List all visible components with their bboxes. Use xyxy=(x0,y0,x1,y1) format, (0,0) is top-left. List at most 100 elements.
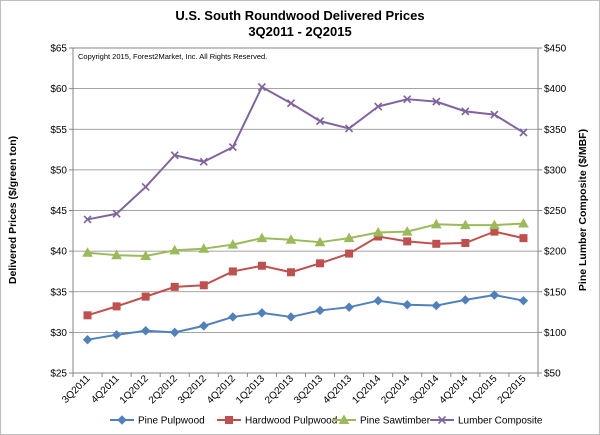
pine-sawtimber-point xyxy=(430,218,442,229)
x-tick-label: 2Q2015 xyxy=(496,373,529,406)
left-tick-label: $65 xyxy=(50,44,67,55)
lumber-composite-point xyxy=(432,97,441,106)
series-hardwood-pulpwood xyxy=(83,227,528,320)
left-tick-label: $40 xyxy=(50,247,67,258)
lumber-composite-point xyxy=(286,99,296,108)
x-tick-label: 1Q2013 xyxy=(234,373,267,406)
x-tick-label: 1Q2014 xyxy=(350,373,383,406)
pine-pulpwood-point xyxy=(286,312,296,322)
y-axis-label: Delivered Prices ($/green ton) xyxy=(7,136,19,284)
left-tick-label: $45 xyxy=(50,206,67,217)
pine-pulpwood-point xyxy=(228,312,238,322)
pine-sawtimber-point xyxy=(285,234,297,244)
pine-sawtimber-point xyxy=(314,236,326,247)
legend-label-pine-pulpwood: Pine Pulpwood xyxy=(138,416,205,427)
hardwood-pulpwood-point xyxy=(432,239,441,248)
hardwood-pulpwood-point xyxy=(112,302,121,311)
left-tick-label: $30 xyxy=(50,328,67,339)
right-tick-label: $400 xyxy=(544,84,567,95)
series-lumber-composite xyxy=(83,82,528,224)
pine-sawtimber-point xyxy=(372,226,384,237)
lumber-composite-point xyxy=(345,124,354,133)
left-tick-label: $50 xyxy=(50,165,67,176)
hardwood-pulpwood-point xyxy=(286,268,295,277)
x-tick-label: 4Q2012 xyxy=(205,373,238,406)
pine-sawtimber-point xyxy=(518,217,529,228)
lumber-composite-point xyxy=(315,117,325,126)
pine-sawtimber-point xyxy=(140,250,152,260)
pine-sawtimber-point xyxy=(343,232,355,243)
pine-pulpwood-line xyxy=(87,294,524,341)
lumber-composite-point xyxy=(257,82,266,92)
pine-sawtimber-point xyxy=(227,239,239,249)
lumber-composite-point xyxy=(228,143,237,152)
pine-sawtimber-point xyxy=(459,219,471,230)
lumber-composite-point xyxy=(141,182,150,192)
series-group xyxy=(82,82,529,345)
x-tick-label: 4Q2013 xyxy=(321,373,354,406)
pine-pulpwood-point xyxy=(111,330,122,340)
lumber-composite-point xyxy=(519,128,528,137)
lumber-composite-point xyxy=(170,151,179,160)
lumber-composite-point xyxy=(403,95,412,104)
pine-sawtimber-point xyxy=(111,249,122,260)
lumber-composite-point xyxy=(461,107,470,116)
hardwood-pulpwood-point xyxy=(461,239,470,247)
pine-sawtimber-point xyxy=(169,244,181,255)
pine-sawtimber-line xyxy=(87,222,524,257)
series-pine-pulpwood xyxy=(82,290,529,345)
right-tick-label: $50 xyxy=(544,369,561,380)
hardwood-pulpwood-point xyxy=(141,292,150,301)
chart-subtitle: 3Q2011 - 2Q2015 xyxy=(248,24,352,39)
hardwood-pulpwood-point xyxy=(519,234,528,243)
x-tick-label: 3Q2014 xyxy=(408,373,441,406)
hardwood-pulpwood-line xyxy=(87,230,524,317)
legend-marker-hardwood-pulpwood xyxy=(225,416,233,424)
hardwood-pulpwood-point xyxy=(490,227,499,236)
x-tick-label: 2Q2012 xyxy=(147,373,180,406)
pine-sawtimber-point xyxy=(401,226,413,236)
x-tick-label: 4Q2011 xyxy=(89,373,122,406)
pine-pulpwood-point xyxy=(518,295,529,306)
y2-axis-label: Pine Lumber Composite ($/MBF) xyxy=(577,129,589,291)
legend: Pine Pulpwood Hardwood Pulpwood Pine Sawti… xyxy=(110,414,543,427)
right-axis-ticks: $50 $100 $150 $200 $250 $300 $350 $400 $450 xyxy=(544,44,567,380)
x-tick-label: 4Q2014 xyxy=(438,373,471,406)
left-tick-label: $25 xyxy=(50,369,67,380)
lumber-composite-line xyxy=(87,86,524,221)
pine-pulpwood-point xyxy=(315,305,325,316)
legend-marker-pine-sawtimber xyxy=(338,414,350,424)
legend-marker-lumber-composite xyxy=(437,415,447,425)
pine-pulpwood-point xyxy=(460,295,471,305)
left-tick-label: $35 xyxy=(50,287,67,298)
pine-pulpwood-point xyxy=(431,300,441,311)
right-tick-label: $350 xyxy=(544,125,567,136)
right-tick-label: $250 xyxy=(544,206,567,217)
legend-marker-pine-pulpwood xyxy=(117,415,127,425)
x-tick-label: 1Q2015 xyxy=(467,373,500,406)
pine-sawtimber-point xyxy=(256,232,268,243)
pine-pulpwood-point xyxy=(402,300,412,310)
pine-sawtimber-point xyxy=(489,219,500,230)
lumber-composite-point xyxy=(374,102,383,111)
gridlines xyxy=(69,47,542,374)
x-tick-label: 3Q2012 xyxy=(176,373,209,406)
hardwood-pulpwood-point xyxy=(257,261,266,270)
copyright-note: Copyright 2015, Forest2Market, Inc. All … xyxy=(78,52,267,61)
pine-pulpwood-point xyxy=(489,290,500,300)
lumber-composite-point xyxy=(112,209,121,218)
legend-label-pine-sawtimber: Pine Sawtimber xyxy=(360,416,431,427)
left-axis-ticks: $25 $30 $35 $40 $45 $50 $55 $60 $65 xyxy=(50,44,67,380)
lumber-composite-point xyxy=(83,215,92,224)
pine-pulpwood-point xyxy=(373,295,383,306)
hardwood-pulpwood-point xyxy=(170,282,179,291)
left-tick-label: $55 xyxy=(50,125,67,136)
pine-sawtimber-point xyxy=(198,243,210,253)
x-tick-label: 2Q2013 xyxy=(263,373,296,406)
hardwood-pulpwood-point xyxy=(345,249,354,258)
hardwood-pulpwood-point xyxy=(403,237,412,246)
right-tick-label: $150 xyxy=(544,287,567,298)
pine-pulpwood-point xyxy=(170,327,180,338)
right-tick-label: $200 xyxy=(544,247,567,258)
